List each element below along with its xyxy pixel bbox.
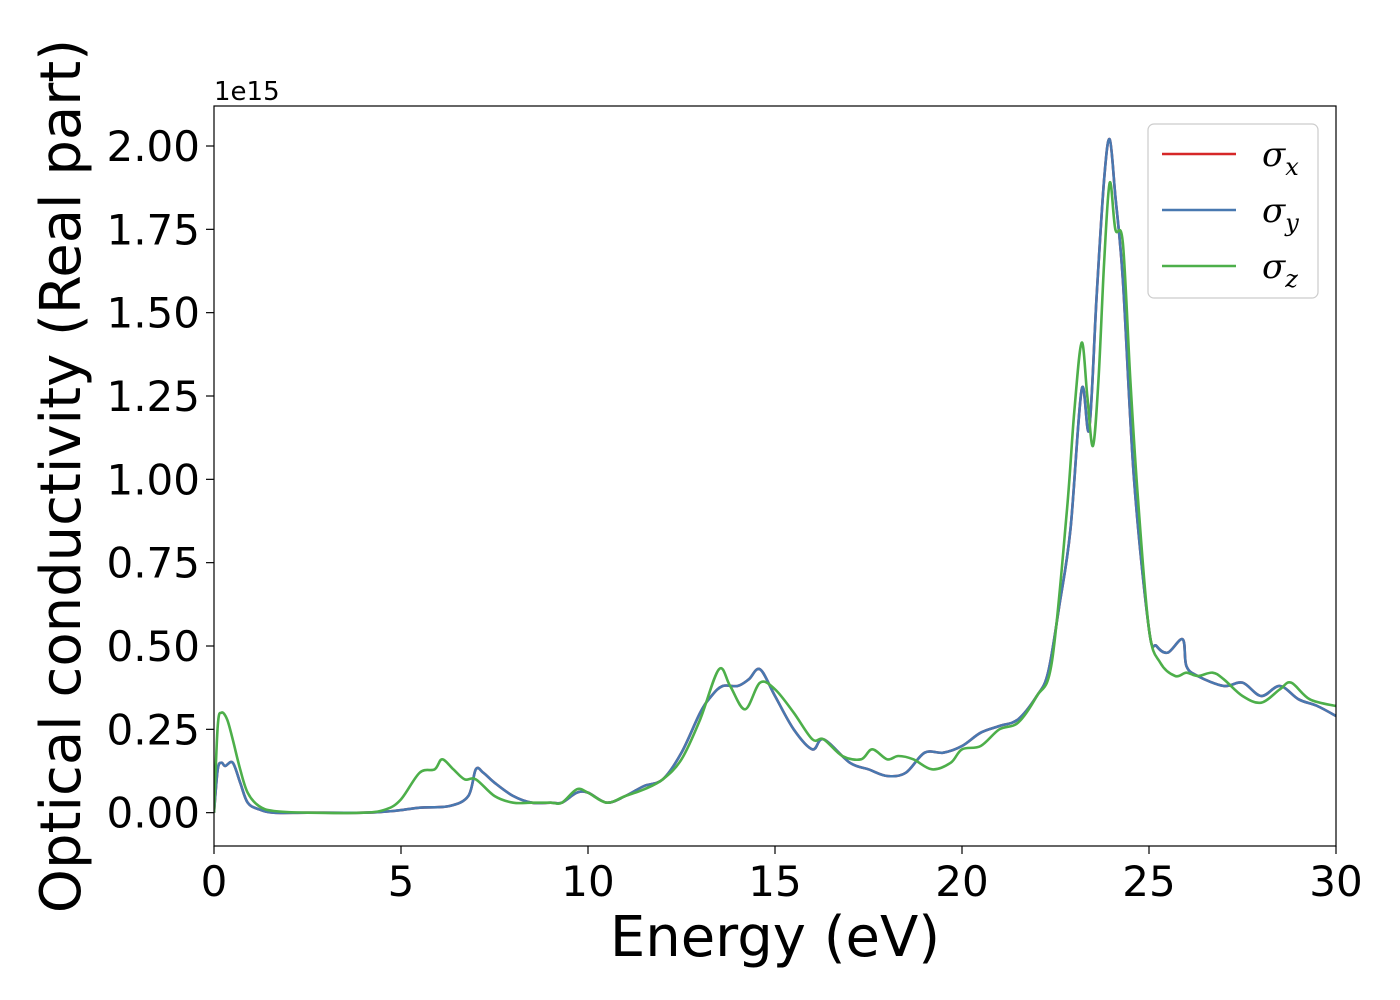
x-tick-label: 30 bbox=[1309, 857, 1362, 906]
y-tick-label: 0.50 bbox=[106, 622, 200, 671]
x-tick-label: 15 bbox=[748, 857, 801, 906]
legend-symbol: σ bbox=[1262, 191, 1286, 231]
y-axis: 0.00 0.25 0.50 0.75 1.00 1.25 1.50 1.75 2.00 bbox=[106, 122, 214, 838]
y-axis-label: Optical conductivity (Real part) bbox=[29, 39, 94, 913]
x-tick-label: 20 bbox=[935, 857, 988, 906]
y-tick-label: 1.50 bbox=[106, 289, 200, 338]
y-tick-label: 1.75 bbox=[106, 205, 200, 254]
x-tick-label: 5 bbox=[388, 857, 415, 906]
series-line-z bbox=[214, 181, 1336, 815]
x-axis: 0 5 10 15 20 25 30 bbox=[201, 846, 1363, 906]
series-layer bbox=[214, 137, 1336, 815]
y-tick-label: 1.00 bbox=[106, 455, 200, 504]
y-offset-label: 1e15 bbox=[214, 77, 280, 107]
legend-label-y: σy bbox=[1262, 191, 1299, 237]
y-tick-label: 0.25 bbox=[106, 705, 200, 754]
legend-label-x: σx bbox=[1262, 135, 1299, 181]
y-tick-label: 0.75 bbox=[106, 539, 200, 588]
legend-label-z: σz bbox=[1262, 247, 1298, 293]
legend-subscript: x bbox=[1285, 153, 1299, 181]
x-tick-label: 10 bbox=[561, 857, 614, 906]
legend-subscript: z bbox=[1284, 265, 1298, 293]
y-tick-label: 0.00 bbox=[106, 789, 200, 838]
legend-symbol: σ bbox=[1262, 135, 1286, 175]
x-tick-label: 25 bbox=[1122, 857, 1175, 906]
legend-symbol: σ bbox=[1262, 247, 1286, 287]
y-tick-label: 1.25 bbox=[106, 372, 200, 421]
legend-subscript: y bbox=[1284, 209, 1299, 237]
x-tick-label: 0 bbox=[201, 857, 228, 906]
x-axis-label: Energy (eV) bbox=[610, 905, 940, 970]
y-tick-label: 2.00 bbox=[106, 122, 200, 171]
